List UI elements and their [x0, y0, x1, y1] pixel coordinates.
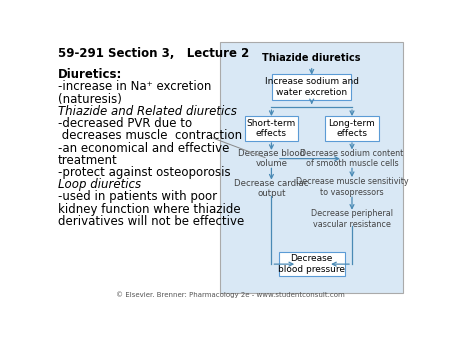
Text: kidney function where thiazide: kidney function where thiazide — [58, 203, 241, 216]
Text: Loop diuretics: Loop diuretics — [58, 178, 141, 191]
FancyBboxPatch shape — [245, 116, 298, 141]
Text: Long-term
effects: Long-term effects — [328, 119, 375, 138]
Text: © Elsevier. Brenner: Pharmacology 2e - www.studentconsult.com: © Elsevier. Brenner: Pharmacology 2e - w… — [116, 292, 345, 298]
Text: Thiazide diuretics: Thiazide diuretics — [262, 53, 361, 63]
FancyBboxPatch shape — [279, 252, 345, 276]
Text: -protect against osteoporosis: -protect against osteoporosis — [58, 166, 230, 179]
Text: Decrease muscle sensitivity
to vasopressors: Decrease muscle sensitivity to vasopress… — [296, 177, 408, 197]
Text: Increase sodium and
water excretion: Increase sodium and water excretion — [265, 77, 359, 97]
Text: derivatives will not be effective: derivatives will not be effective — [58, 215, 244, 228]
Text: treatment: treatment — [58, 154, 118, 167]
FancyBboxPatch shape — [272, 74, 351, 100]
Text: Decrease blood
volume: Decrease blood volume — [238, 149, 305, 168]
Text: -decreased PVR due to: -decreased PVR due to — [58, 117, 192, 130]
Text: Decrease
blood pressure: Decrease blood pressure — [278, 255, 345, 274]
FancyBboxPatch shape — [220, 42, 403, 293]
Text: Decrease sodium content
of smooth muscle cells: Decrease sodium content of smooth muscle… — [300, 149, 404, 168]
Text: Diuretics:: Diuretics: — [58, 68, 122, 81]
Text: -increase in Na⁺ excretion: -increase in Na⁺ excretion — [58, 80, 212, 93]
Text: -an economical and effective: -an economical and effective — [58, 142, 230, 154]
Text: Thiazide and Related diuretics: Thiazide and Related diuretics — [58, 105, 237, 118]
Text: Decrease peripheral
vascular resistance: Decrease peripheral vascular resistance — [311, 209, 393, 228]
Text: (naturesis): (naturesis) — [58, 93, 122, 105]
Text: decreases muscle  contraction: decreases muscle contraction — [58, 129, 242, 142]
Text: Short-term
effects: Short-term effects — [247, 119, 296, 138]
Text: 59-291 Section 3,   Lecture 2: 59-291 Section 3, Lecture 2 — [58, 47, 249, 60]
Text: Decrease cardiac
output: Decrease cardiac output — [234, 179, 309, 198]
Text: -used in patients with poor: -used in patients with poor — [58, 191, 217, 203]
FancyBboxPatch shape — [325, 116, 378, 141]
